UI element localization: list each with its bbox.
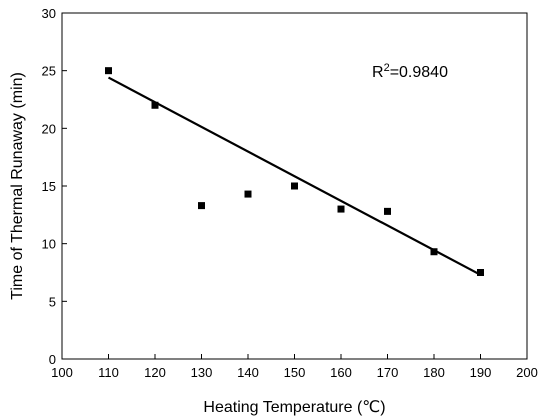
- y-tick-label: 15: [42, 179, 56, 194]
- axes: 100 110 120 130 140 150 160 170 180 190 200 0 5 10 15 2…: [42, 6, 538, 380]
- data-point: [244, 190, 252, 198]
- x-tick-label: 190: [470, 365, 492, 380]
- r-squared-value: =0.9840: [390, 64, 448, 81]
- y-tick-label: 0: [49, 352, 56, 367]
- x-tick-label: 100: [51, 365, 73, 380]
- x-tick-label: 140: [237, 365, 259, 380]
- data-point: [337, 205, 345, 213]
- data-marks: [105, 67, 484, 276]
- r-squared-annotation: R2=0.9840: [372, 62, 448, 81]
- y-tick-label: 25: [42, 64, 56, 79]
- y-tick-label: 5: [49, 294, 56, 309]
- y-tick-label: 20: [42, 121, 56, 136]
- x-tick-label: 130: [191, 365, 213, 380]
- data-point: [291, 182, 298, 190]
- x-tick-label: 180: [423, 365, 445, 380]
- r-squared-superscript: 2: [384, 62, 390, 74]
- y-axis-label: Time of Thermal Runaway (min): [9, 72, 26, 300]
- y-tick-label: 10: [42, 237, 56, 252]
- x-tick-label: 200: [516, 365, 538, 380]
- data-point: [384, 207, 391, 215]
- linear-fit-line: [107, 76, 482, 276]
- x-axis-label: Heating Temperature (℃): [203, 399, 385, 416]
- x-tick-label: 170: [377, 365, 399, 380]
- data-point: [151, 101, 159, 109]
- x-tick-label: 160: [330, 365, 352, 380]
- r-squared-base: R: [372, 64, 384, 81]
- data-point: [105, 67, 112, 75]
- data-point: [430, 248, 438, 256]
- x-tick-label: 120: [144, 365, 166, 380]
- x-tick-label: 150: [284, 365, 306, 380]
- data-point: [477, 269, 484, 276]
- y-tick-label: 30: [42, 6, 56, 21]
- x-tick-label: 110: [98, 365, 119, 380]
- data-point: [198, 202, 205, 210]
